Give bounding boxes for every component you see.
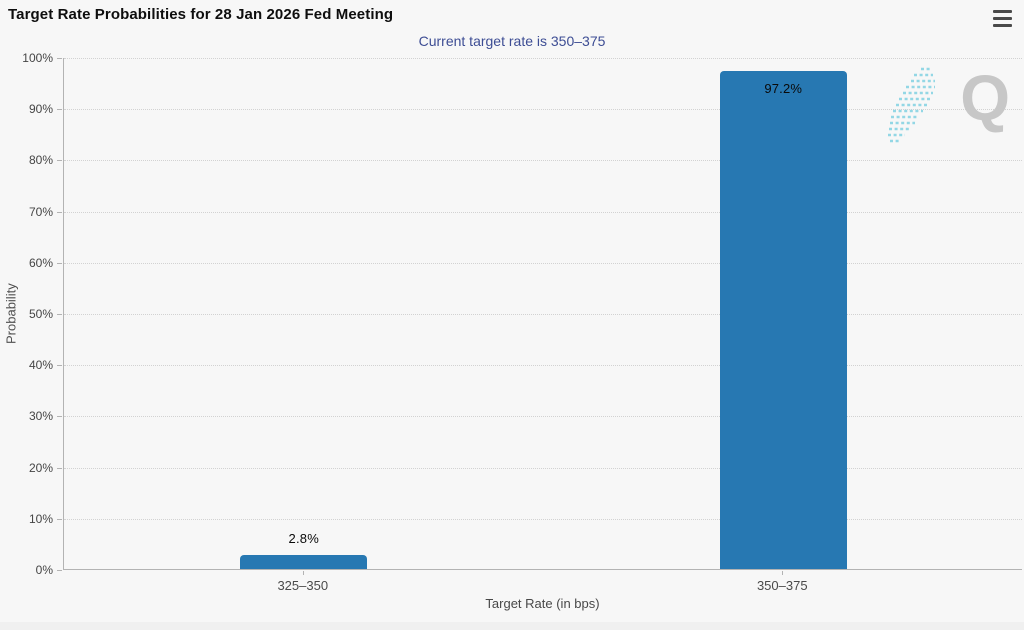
y-tick-label: 40% xyxy=(28,358,53,373)
y-tick-mark xyxy=(57,314,62,315)
y-tick-mark xyxy=(57,109,62,111)
gridline xyxy=(64,58,1022,59)
y-tick-label: 30% xyxy=(28,409,53,424)
gridline xyxy=(64,211,1022,213)
y-tick-mark xyxy=(57,160,62,162)
gridline xyxy=(64,365,1022,367)
y-tick-label: 20% xyxy=(28,460,53,475)
bar-value-label: 2.8% xyxy=(288,530,319,546)
y-tick-label: 0% xyxy=(35,563,53,577)
footer-strip xyxy=(0,622,1024,630)
quikstrike-q-logo-icon: Q xyxy=(886,60,1016,170)
y-tick-label: 60% xyxy=(28,255,53,270)
y-tick-mark xyxy=(57,518,62,520)
y-tick-label: 50% xyxy=(28,307,53,321)
gridline xyxy=(64,518,1022,520)
y-tick-label: 80% xyxy=(28,153,53,168)
hamburger-menu-icon[interactable] xyxy=(993,9,1013,28)
y-tick-label: 90% xyxy=(28,102,53,117)
menu-bar xyxy=(993,23,1012,27)
watermark-q-letter: Q xyxy=(960,62,1010,134)
chart-subtitle: Current target rate is 350–375 xyxy=(418,33,606,49)
y-tick-mark xyxy=(57,365,62,367)
menu-bar xyxy=(993,10,1012,14)
gridline xyxy=(64,314,1022,315)
y-axis-title: Probability xyxy=(3,283,19,345)
bar-value-label: 97.2% xyxy=(764,81,803,97)
gridline xyxy=(64,416,1022,418)
y-tick-mark xyxy=(57,570,62,571)
x-axis-labels: 325–350 350–375 xyxy=(63,571,1022,595)
x-axis-title: Target Rate (in bps) xyxy=(485,596,600,611)
menu-bar xyxy=(993,16,1012,21)
gridline xyxy=(64,467,1022,469)
y-tick-label: 100% xyxy=(22,51,53,65)
x-tick-mark xyxy=(302,571,304,575)
gridline xyxy=(64,262,1022,264)
y-tick-label: 10% xyxy=(28,511,53,526)
y-tick-mark xyxy=(57,58,62,59)
page-title: Target Rate Probabilities for 28 Jan 202… xyxy=(8,6,394,23)
x-tick-mark xyxy=(782,571,784,575)
gridline xyxy=(64,160,1022,162)
y-tick-label: 70% xyxy=(28,204,53,219)
bar-325–350[interactable] xyxy=(240,554,368,569)
bar-350–375[interactable] xyxy=(719,71,847,569)
y-tick-mark xyxy=(57,467,62,469)
gridline xyxy=(64,109,1022,111)
y-tick-mark xyxy=(57,262,62,264)
x-tick-label: 325–350 xyxy=(277,578,329,593)
plot-area: 2.8% 97.2% Q xyxy=(63,58,1022,570)
y-tick-mark xyxy=(57,211,62,213)
x-tick-label: 350–375 xyxy=(756,578,808,593)
y-axis-labels: 0% 10% 20% 30% 40% 50% 60% 70% 80% 90% 100% xyxy=(0,51,62,577)
y-tick-mark xyxy=(57,416,62,418)
